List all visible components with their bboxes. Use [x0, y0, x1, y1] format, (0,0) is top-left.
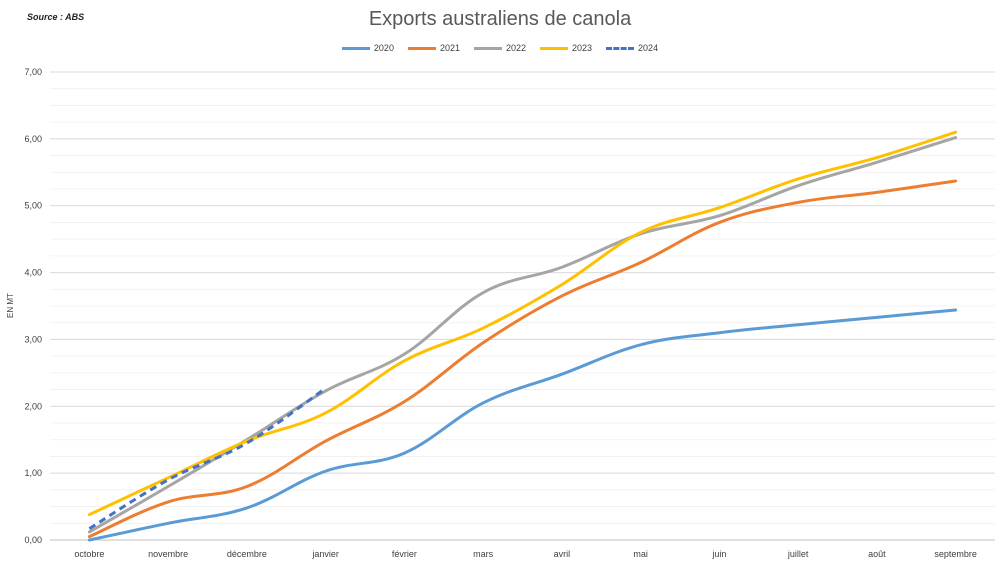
legend-item-2023: 2023 — [540, 43, 592, 53]
y-tick-label: 3,00 — [24, 334, 42, 344]
legend: 2020 2021 2022 2023 2024 — [0, 43, 1000, 53]
legend-label: 2022 — [505, 43, 527, 53]
legend-label: 2023 — [572, 43, 593, 53]
x-tick-label: mai — [633, 549, 648, 559]
y-tick-label: 6,00 — [24, 134, 42, 144]
legend-label: 2024 — [638, 43, 659, 53]
x-tick-label: décembre — [227, 549, 267, 559]
legend-item-2021: 2021 — [407, 43, 460, 53]
y-tick-label: 5,00 — [24, 201, 42, 211]
x-tick-label: août — [868, 549, 886, 559]
legend-swatch — [341, 46, 370, 50]
x-tick-label: avril — [554, 549, 571, 559]
chart-title: Exports australiens de canola — [368, 8, 632, 30]
x-tick-label: juin — [711, 549, 726, 559]
legend-label: 2021 — [439, 43, 460, 53]
legend-item-2022: 2022 — [473, 43, 527, 53]
series-line-2020 — [87, 308, 958, 542]
x-tick-label: juillet — [787, 549, 809, 559]
x-tick-label: février — [392, 549, 417, 559]
series-line-2023 — [87, 130, 958, 517]
x-tick-label: novembre — [148, 549, 188, 559]
y-tick-label: 2,00 — [24, 401, 42, 411]
legend-label: 2020 — [373, 43, 394, 53]
legend-item-2024: 2024 — [606, 43, 658, 53]
legend-swatch — [473, 46, 502, 50]
legend-swatch — [540, 46, 569, 50]
gridlines — [50, 71, 995, 524]
y-tick-label: 4,00 — [24, 268, 42, 278]
x-tick-label: octobre — [74, 549, 104, 559]
x-tick-label: septembre — [934, 549, 977, 559]
legend-swatch — [407, 46, 436, 50]
x-tick-label: mars — [473, 549, 493, 559]
legend-item-2020: 2020 — [341, 43, 394, 53]
legend-swatch — [606, 46, 635, 50]
source-label: Source : ABS — [27, 12, 85, 22]
y-tick-label: 0,00 — [24, 535, 42, 545]
series-line-2021 — [87, 179, 958, 539]
y-tick-label: 1,00 — [24, 468, 42, 478]
series-line-2024 — [88, 387, 327, 530]
y-tick-label: 7,00 — [24, 67, 42, 77]
x-tick-label: janvier — [311, 549, 339, 559]
